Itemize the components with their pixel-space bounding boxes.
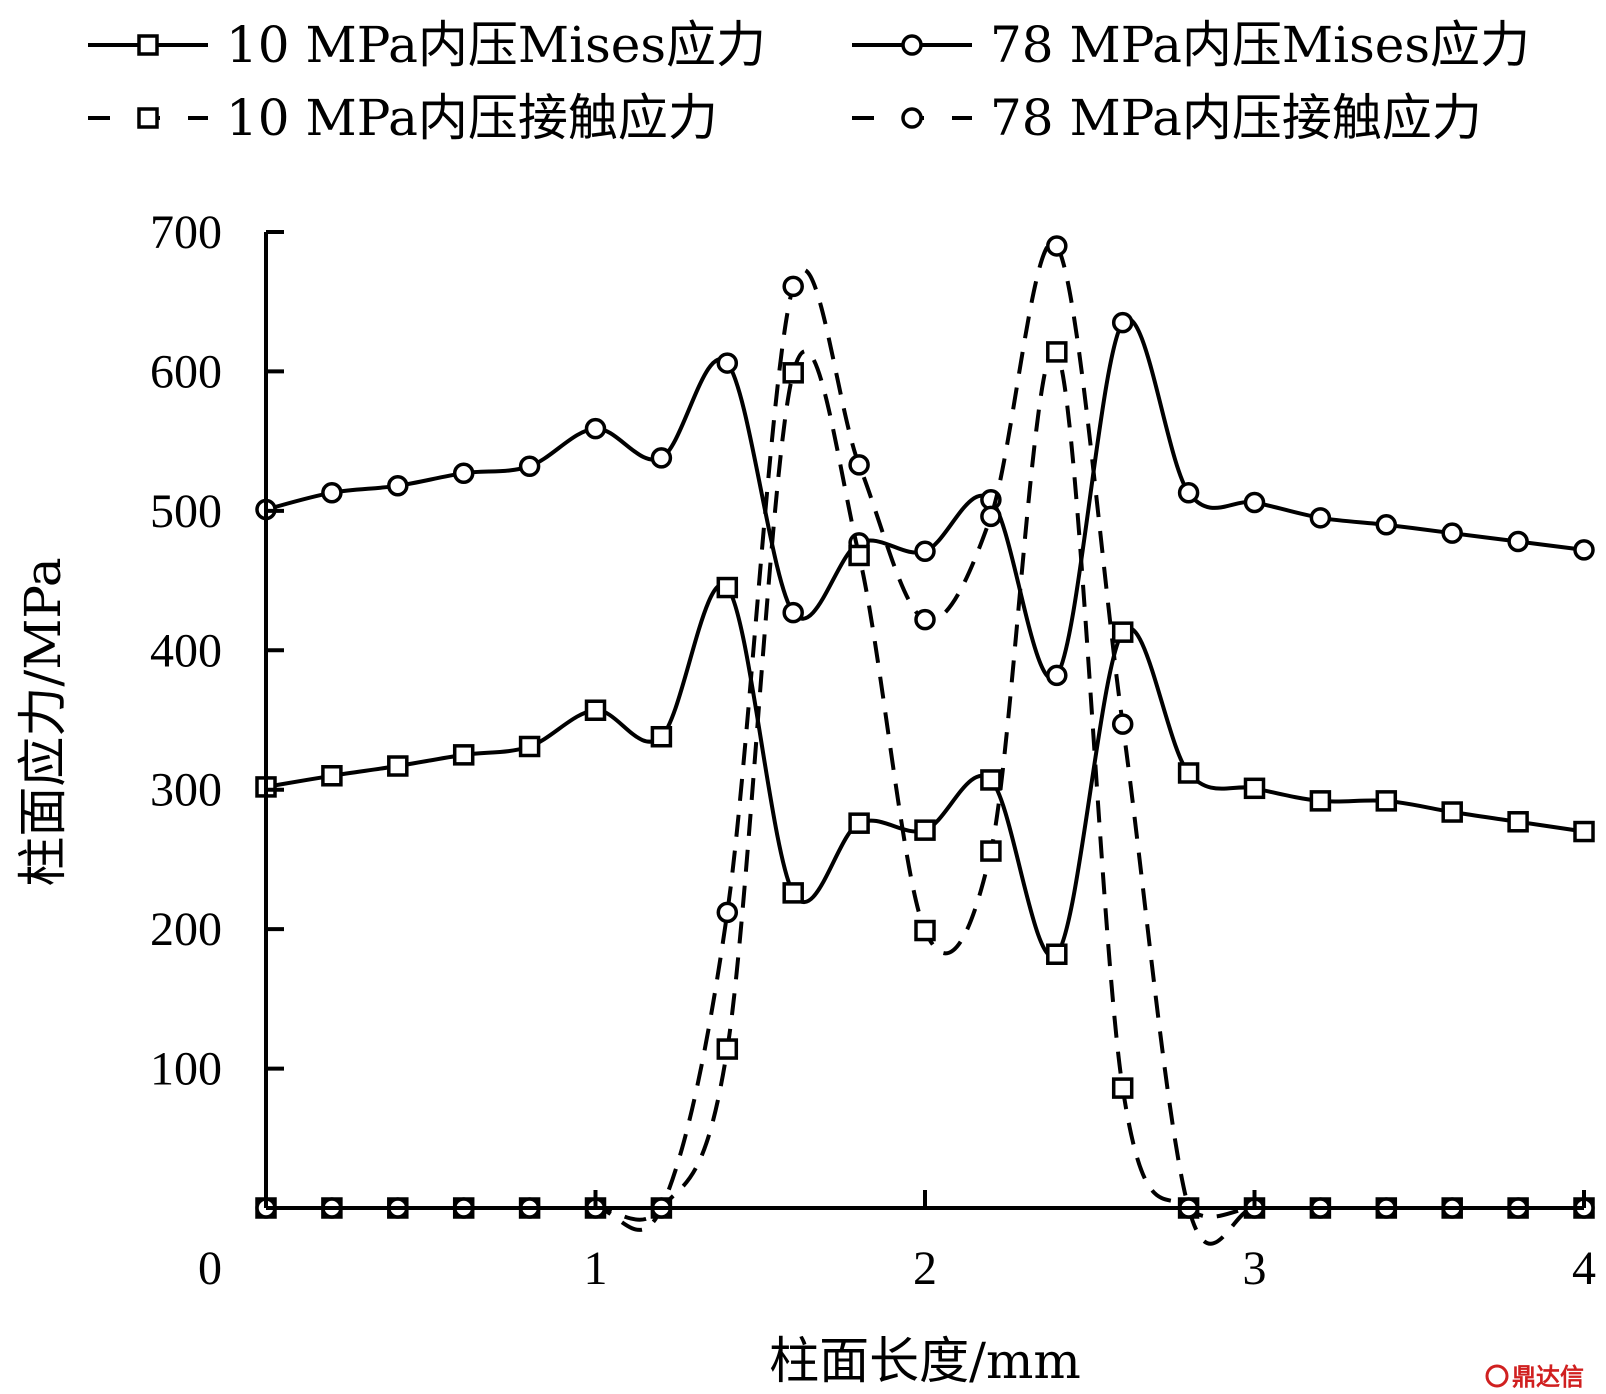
data-point-circle [980, 505, 1002, 528]
data-point-square [716, 576, 739, 599]
data-point-square [650, 725, 673, 748]
y-tick-label: 500 [150, 485, 222, 538]
y-tick-label: 200 [150, 903, 222, 956]
legend-item: 78 MPa内压Mises应力 [852, 16, 1530, 74]
legend-item: 78 MPa内压接触应力 [852, 89, 1482, 147]
data-point-circle [321, 481, 343, 504]
data-point-circle [1177, 481, 1200, 504]
legend-label: 78 MPa内压Mises应力 [990, 16, 1530, 74]
x-tick-label: 1 [584, 1242, 608, 1295]
data-point-square [914, 819, 936, 841]
data-point-square [1441, 801, 1463, 823]
data-point-circle [782, 601, 804, 624]
data-point-circle [1111, 713, 1134, 735]
y-tick-label: 300 [150, 764, 222, 817]
x-tick-label: 4 [1572, 1242, 1596, 1295]
tick-layer: 100 200 300 400 500 600 700 1 2 3 4 [150, 206, 1596, 1295]
data-point-square [914, 919, 936, 942]
data-point-circle [518, 455, 541, 477]
data-point-circle [1046, 664, 1068, 687]
legend-marker-square [137, 107, 159, 129]
series-1 [255, 576, 1595, 965]
data-point-square [848, 544, 870, 567]
data-point-circle [387, 475, 409, 497]
data-point-circle [1507, 530, 1529, 553]
legend-item: 10 MPa内压Mises应力 [88, 16, 766, 74]
x-origin-label: 0 [198, 1242, 222, 1295]
data-point-square [980, 769, 1002, 791]
data-point-square [387, 755, 409, 777]
data-point-circle [1573, 539, 1595, 561]
data-point-square [518, 735, 541, 758]
data-point-square [1111, 1077, 1134, 1099]
data-point-circle [452, 462, 475, 484]
data-point-circle [716, 901, 739, 924]
data-point-circle [782, 275, 804, 298]
y-axis-title: 柱面应力/MPa [14, 557, 72, 886]
data-point-square [1243, 777, 1266, 800]
data-point-square [1507, 811, 1529, 833]
data-point-circle [1111, 311, 1134, 334]
legend-item: 10 MPa内压接触应力 [88, 89, 718, 147]
axes [264, 232, 1584, 1210]
data-point-circle [1243, 491, 1266, 514]
data-point-circle [1441, 522, 1463, 544]
series-layer [255, 235, 1595, 1246]
data-point-square [1111, 621, 1134, 643]
data-point-circle [1375, 514, 1398, 536]
data-point-square [1573, 820, 1595, 843]
data-point-circle [584, 417, 607, 440]
y-tick-label: 100 [150, 1043, 222, 1096]
data-point-square [980, 840, 1002, 862]
x-tick-label: 3 [1243, 1242, 1267, 1295]
data-point-circle [914, 540, 936, 563]
data-point-circle [1309, 507, 1332, 529]
legend-marker-square [137, 34, 159, 56]
data-point-square [1309, 790, 1332, 812]
legend: 10 MPa内压Mises应力 78 MPa内压Mises应力 10 MPa内压接触… [88, 16, 1530, 147]
x-axis-title: 柱面长度/mm [769, 1332, 1081, 1390]
legend-label: 10 MPa内压Mises应力 [226, 16, 766, 74]
series-line [265, 582, 1585, 959]
data-point-square [782, 362, 804, 384]
legend-marker-circle [901, 107, 923, 129]
data-point-square [848, 812, 870, 834]
data-point-square [1046, 943, 1068, 965]
data-point-square [584, 699, 607, 721]
data-point-square [321, 765, 343, 787]
watermark-text: 鼎达信 [1512, 1363, 1584, 1391]
legend-label: 78 MPa内压接触应力 [990, 89, 1482, 147]
x-tick-label: 2 [913, 1242, 937, 1295]
data-point-square [1177, 762, 1200, 784]
legend-marker-circle [901, 34, 923, 56]
data-point-square [1046, 341, 1068, 363]
series-4 [255, 235, 1595, 1246]
y-tick-label: 700 [150, 206, 222, 259]
legend-label: 10 MPa内压接触应力 [226, 89, 718, 147]
data-point-circle [716, 352, 739, 374]
data-point-circle [650, 447, 673, 469]
data-point-circle [1046, 235, 1068, 257]
data-point-square [716, 1038, 739, 1060]
data-point-square [782, 882, 804, 904]
y-tick-label: 400 [150, 624, 222, 677]
data-point-square [1375, 790, 1398, 812]
data-point-circle [848, 454, 870, 476]
series-line [266, 240, 1584, 1246]
data-point-circle [914, 608, 936, 631]
y-tick-label: 600 [150, 345, 222, 398]
watermark: 鼎达信 [1485, 1363, 1584, 1391]
data-point-square [452, 744, 475, 766]
watermark-logo-icon [1485, 1364, 1509, 1388]
